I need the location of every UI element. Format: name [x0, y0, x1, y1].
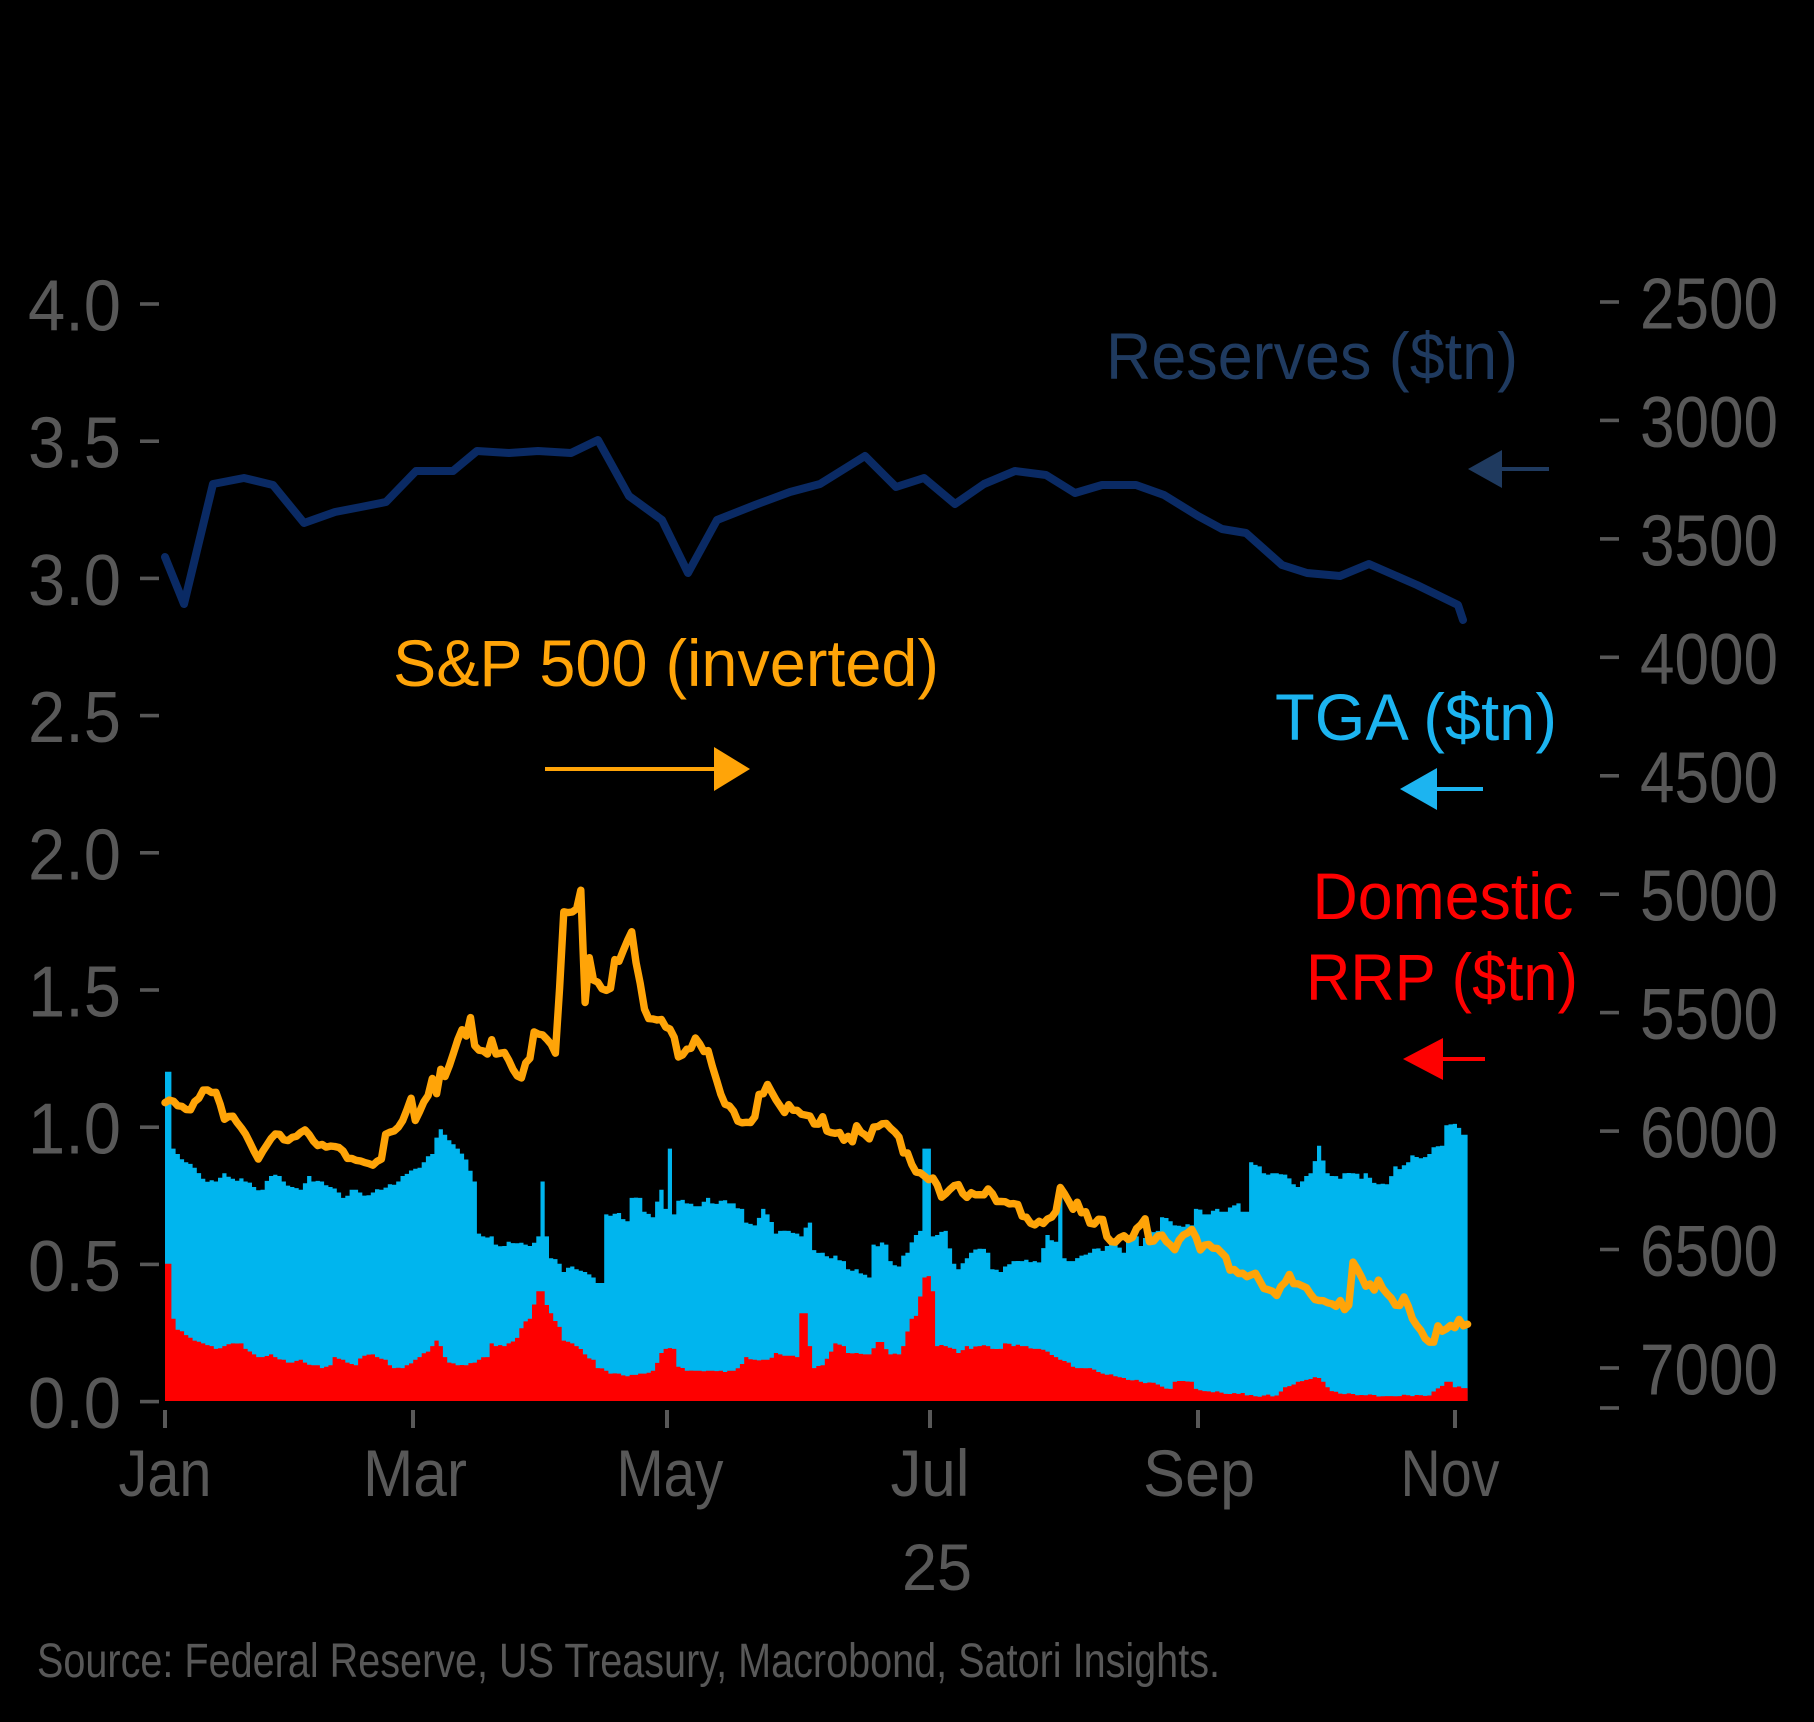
svg-text:2.5: 2.5: [28, 678, 121, 758]
svg-text:Sep: Sep: [1143, 1436, 1255, 1510]
svg-text:5500: 5500: [1640, 975, 1778, 1055]
svg-text:3.0: 3.0: [28, 541, 121, 621]
svg-text:6000: 6000: [1640, 1094, 1778, 1174]
svg-text:Domestic: Domestic: [1313, 859, 1574, 933]
svg-text:2500: 2500: [1640, 265, 1778, 345]
svg-text:S&P 500 (inverted): S&P 500 (inverted): [393, 626, 939, 700]
svg-text:7000: 7000: [1640, 1331, 1778, 1411]
svg-text:RRP ($tn): RRP ($tn): [1306, 940, 1578, 1014]
svg-text:Reserves ($tn): Reserves ($tn): [1106, 319, 1518, 393]
svg-text:Jul: Jul: [891, 1436, 970, 1510]
svg-text:4500: 4500: [1640, 738, 1778, 818]
svg-text:Jan: Jan: [119, 1436, 212, 1510]
svg-text:0.0: 0.0: [28, 1364, 121, 1444]
svg-text:TGA ($tn): TGA ($tn): [1275, 680, 1557, 754]
svg-text:May: May: [617, 1436, 724, 1510]
svg-text:25: 25: [902, 1530, 972, 1604]
svg-text:2.0: 2.0: [28, 815, 121, 895]
svg-text:4000: 4000: [1640, 620, 1778, 700]
svg-text:1.0: 1.0: [28, 1090, 121, 1170]
svg-text:0.5: 0.5: [28, 1227, 121, 1307]
svg-text:5000: 5000: [1640, 857, 1778, 937]
svg-text:4.0: 4.0: [28, 267, 121, 347]
svg-text:Source: Federal Reserve, US Tr: Source: Federal Reserve, US Treasury, Ma…: [37, 1635, 1220, 1688]
svg-text:Nov: Nov: [1401, 1436, 1500, 1510]
svg-text:3.5: 3.5: [28, 404, 121, 484]
svg-text:1.5: 1.5: [28, 953, 121, 1033]
svg-text:3000: 3000: [1640, 383, 1778, 463]
svg-text:3500: 3500: [1640, 501, 1778, 581]
svg-text:Mar: Mar: [363, 1436, 467, 1510]
svg-text:6500: 6500: [1640, 1212, 1778, 1292]
